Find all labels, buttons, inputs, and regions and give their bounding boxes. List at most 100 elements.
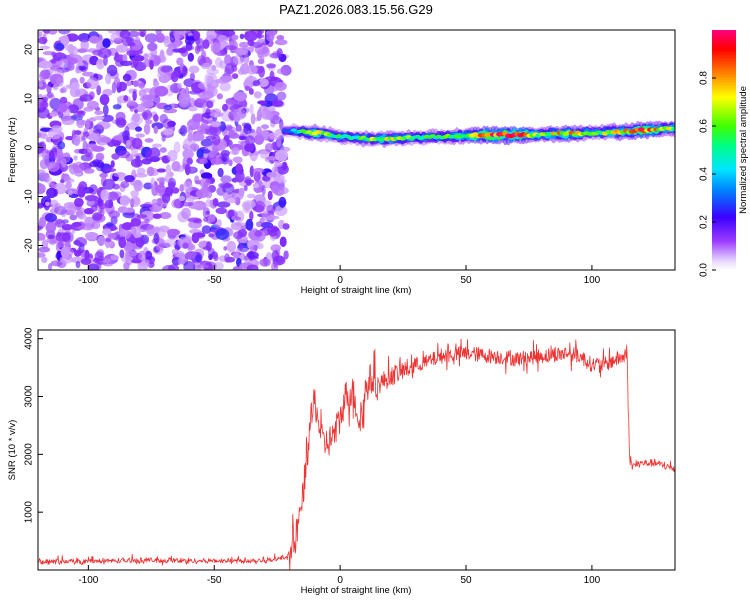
noise-blob [92, 49, 103, 56]
noise-blob [80, 39, 89, 51]
noise-blob [124, 250, 130, 263]
noise-blob [233, 91, 247, 102]
noise-blob [152, 143, 162, 148]
noise-blob [92, 212, 103, 221]
noise-blob [102, 38, 111, 49]
noise-blob [199, 178, 211, 188]
noise-blob [235, 247, 250, 253]
noise-blob [235, 163, 243, 173]
noise-blob [141, 110, 153, 120]
y-tick-label: 10 [24, 93, 35, 105]
noise-blob [252, 183, 260, 189]
noise-blob [211, 145, 219, 155]
noise-blob [56, 76, 64, 87]
noise-blob [60, 158, 67, 168]
noise-blob [177, 47, 187, 54]
noise-blob [96, 121, 111, 130]
noise-blob [228, 129, 235, 137]
noise-blob [257, 49, 264, 59]
noise-blob [96, 41, 103, 52]
noise-blob [205, 124, 218, 136]
noise-blob [113, 172, 127, 178]
noise-blob [155, 184, 166, 194]
noise-blob [251, 41, 263, 48]
colorbar-tick-label: 0.0 [699, 263, 710, 277]
noise-blob [235, 170, 245, 183]
noise-blob [109, 255, 120, 261]
noise-blob [135, 237, 145, 248]
noise-blob [214, 30, 226, 35]
noise-blob [140, 210, 155, 222]
noise-blob [153, 114, 159, 122]
y-tick-label: 2000 [24, 443, 35, 466]
noise-blob [146, 224, 155, 237]
noise-blob [244, 30, 258, 42]
noise-blob [100, 189, 109, 201]
noise-blob [231, 73, 239, 79]
spectrogram-y-ticks: -20 -10 0 10 20 [24, 44, 43, 253]
noise-blob [117, 150, 131, 159]
noise-blob [155, 32, 165, 44]
spectrogram-y-label: Frequency (Hz) [7, 117, 18, 182]
noise-blob [235, 124, 242, 132]
noise-blob [225, 124, 233, 131]
noise-blob [156, 168, 167, 173]
noise-blob [231, 34, 239, 41]
noise-blob [199, 93, 207, 100]
x-tick-label: -50 [207, 275, 222, 286]
y-tick-label: 0 [24, 144, 35, 150]
noise-blob [265, 135, 279, 140]
noise-blob [179, 124, 187, 137]
noise-blob [159, 212, 172, 219]
noise-blob [256, 126, 262, 137]
noise-blob [127, 42, 136, 47]
noise-blob [50, 260, 63, 267]
noise-blob [193, 218, 203, 224]
noise-blob [162, 127, 174, 136]
noise-blob [82, 71, 95, 77]
noise-blob [59, 96, 68, 105]
noise-blob [231, 215, 236, 221]
x-tick-label: -50 [207, 575, 222, 586]
noise-blob [108, 210, 120, 219]
noise-blob [176, 165, 185, 173]
noise-blob [210, 120, 222, 128]
noise-blob [90, 205, 98, 212]
noise-blob [45, 201, 50, 207]
y-tick-label: 1000 [24, 501, 35, 524]
noise-blob [97, 235, 106, 246]
noise-blob [179, 184, 185, 192]
noise-blob [107, 233, 117, 239]
noise-blob [46, 187, 57, 199]
noise-blob [99, 94, 110, 106]
noise-blob [177, 82, 183, 89]
noise-blob [46, 82, 52, 94]
noise-blob [244, 135, 255, 147]
noise-blob [167, 43, 178, 49]
noise-blob [171, 198, 182, 209]
noise-blob [258, 65, 265, 78]
noise-blob [239, 33, 245, 40]
noise-blob [152, 213, 162, 219]
noise-blob [138, 250, 146, 262]
noise-blob [266, 63, 277, 69]
noise-blob [130, 57, 136, 69]
noise-blob [256, 221, 263, 228]
noise-blob [86, 77, 99, 90]
noise-blob [231, 147, 240, 156]
noise-blob [249, 103, 254, 114]
noise-blob [97, 198, 103, 205]
noise-blob [118, 236, 127, 248]
noise-blob [190, 132, 205, 142]
noise-blob [187, 52, 194, 62]
noise-blob [206, 75, 214, 85]
noise-blob [94, 110, 104, 116]
noise-blob [59, 179, 65, 184]
noise-blob [154, 85, 169, 97]
noise-blob [213, 113, 219, 118]
noise-blob [228, 159, 233, 167]
noise-blob [276, 48, 283, 58]
noise-blob [38, 169, 46, 176]
noise-blob [39, 159, 49, 170]
noise-blob [149, 203, 163, 213]
